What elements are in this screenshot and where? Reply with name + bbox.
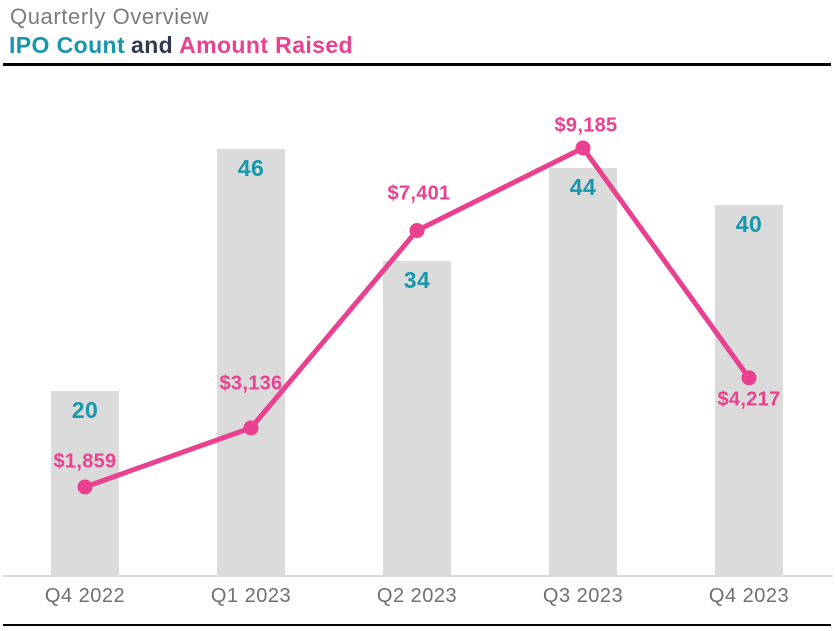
bar [383, 260, 451, 577]
amount-label: $4,217 [717, 388, 781, 411]
amount-label: $9,185 [554, 114, 618, 137]
line-point-marker [575, 140, 591, 156]
bar [217, 149, 285, 577]
bar-count-label: 34 [403, 266, 431, 293]
amount-label: $7,401 [387, 182, 451, 205]
chart-title: Quarterly Overview [10, 4, 210, 29]
amount-label: $1,859 [53, 450, 117, 473]
x-axis-label: Q4 2023 [708, 585, 790, 607]
bar-count-label: 40 [735, 211, 763, 237]
bar [549, 167, 617, 577]
amount-label: $3,136 [219, 372, 283, 395]
x-axis-label: Q3 2023 [542, 585, 624, 607]
x-axis-label: Q4 2022 [44, 585, 126, 607]
subtitle-amount-raised: Amount Raised [179, 32, 354, 58]
header-rule [3, 63, 831, 66]
line-point-marker [409, 223, 425, 239]
x-axis-label: Q1 2023 [210, 585, 292, 607]
bar-count-label: 46 [237, 155, 265, 182]
chart-subtitle: IPO Count and Amount Raised [9, 32, 353, 59]
subtitle-connector: and [131, 32, 174, 58]
subtitle-ipo-count: IPO Count [9, 32, 126, 58]
bar-count-label: 44 [569, 173, 597, 200]
x-axis-label: Q2 2023 [376, 585, 458, 607]
bar-count-label: 20 [71, 397, 99, 423]
footer-rule [3, 624, 831, 626]
